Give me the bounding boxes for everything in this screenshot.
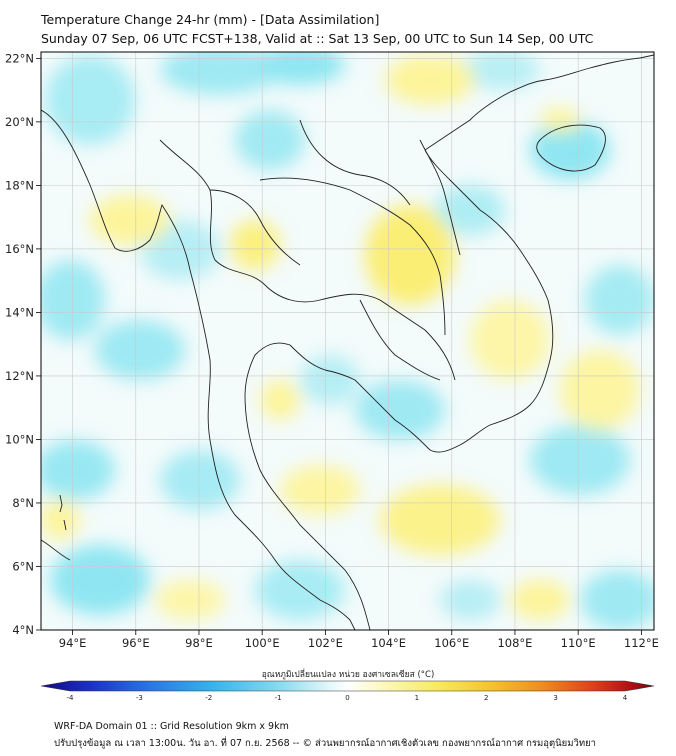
temperature-field — [41, 52, 654, 630]
lat-tick-label: 22°N — [5, 51, 34, 65]
temperature-change-map: 94°E 96°E 98°E 100°E 102°E 104°E 106°E 108°E 110… — [5, 51, 659, 702]
lat-tick-label: 6°N — [12, 559, 34, 573]
colorbar-tick-label: -2 — [205, 694, 212, 702]
lat-tick-label: 16°N — [5, 242, 34, 256]
map-frame — [40, 51, 655, 631]
colorbar-tick-label: 4 — [623, 694, 628, 702]
lat-tick-label: 4°N — [12, 623, 34, 637]
colorbar-tick-label: -1 — [275, 694, 282, 702]
colorbar-label: อุณหภูมิเปลี่ยนแปลง หน่วย องศาเซลเซียส (… — [262, 668, 435, 680]
map-title: Temperature Change 24-hr (mm) - [Data As… — [41, 12, 380, 27]
lon-tick-label: 104°E — [371, 636, 406, 650]
lat-tick-label: 18°N — [5, 178, 34, 192]
lat-tick-label: 20°N — [5, 115, 34, 129]
lon-tick-label: 100°E — [245, 636, 280, 650]
colorbar-tick-label: 3 — [553, 694, 557, 702]
lon-tick-label: 108°E — [497, 636, 532, 650]
lon-tick-label: 102°E — [308, 636, 343, 650]
lon-tick-label: 112°E — [624, 636, 659, 650]
lat-tick-label: 12°N — [5, 369, 34, 383]
colorbar-ticks: -4 -3 -2 -1 0 1 2 3 4 — [67, 694, 628, 702]
colorbar-tick-label: 2 — [484, 694, 488, 702]
coastline-and-borders — [41, 54, 654, 630]
colorbar-tick-label: 1 — [415, 694, 419, 702]
lat-tick-label: 8°N — [12, 496, 34, 510]
lon-tick-label: 106°E — [434, 636, 469, 650]
lat-tick-label: 14°N — [5, 305, 34, 319]
colorbar-tick-label: -4 — [67, 694, 75, 702]
latitude-axis: 4°N 6°N 8°N 10°N 12°N 14°N 16°N 18°N 20°N 22°N — [5, 51, 41, 637]
lon-tick-label: 98°E — [185, 636, 213, 650]
lat-tick-label: 10°N — [5, 432, 34, 446]
colorbar-tick-label: 0 — [345, 694, 349, 702]
lon-tick-label: 110°E — [561, 636, 596, 650]
lon-tick-label: 96°E — [122, 636, 150, 650]
credit-line: ปรับปรุงข้อมูล ณ เวลา 13:00น. วัน อา. ที… — [54, 738, 596, 749]
model-info: WRF-DA Domain 01 :: Grid Resolution 9km … — [54, 721, 289, 732]
map-subtitle: Sunday 07 Sep, 06 UTC FCST+138, Valid at… — [41, 31, 594, 46]
colorbar — [40, 680, 655, 692]
colorbar-tick-label: -3 — [136, 694, 143, 702]
lon-tick-label: 94°E — [59, 636, 87, 650]
longitude-axis: 94°E 96°E 98°E 100°E 102°E 104°E 106°E 108°E 110… — [59, 630, 659, 650]
